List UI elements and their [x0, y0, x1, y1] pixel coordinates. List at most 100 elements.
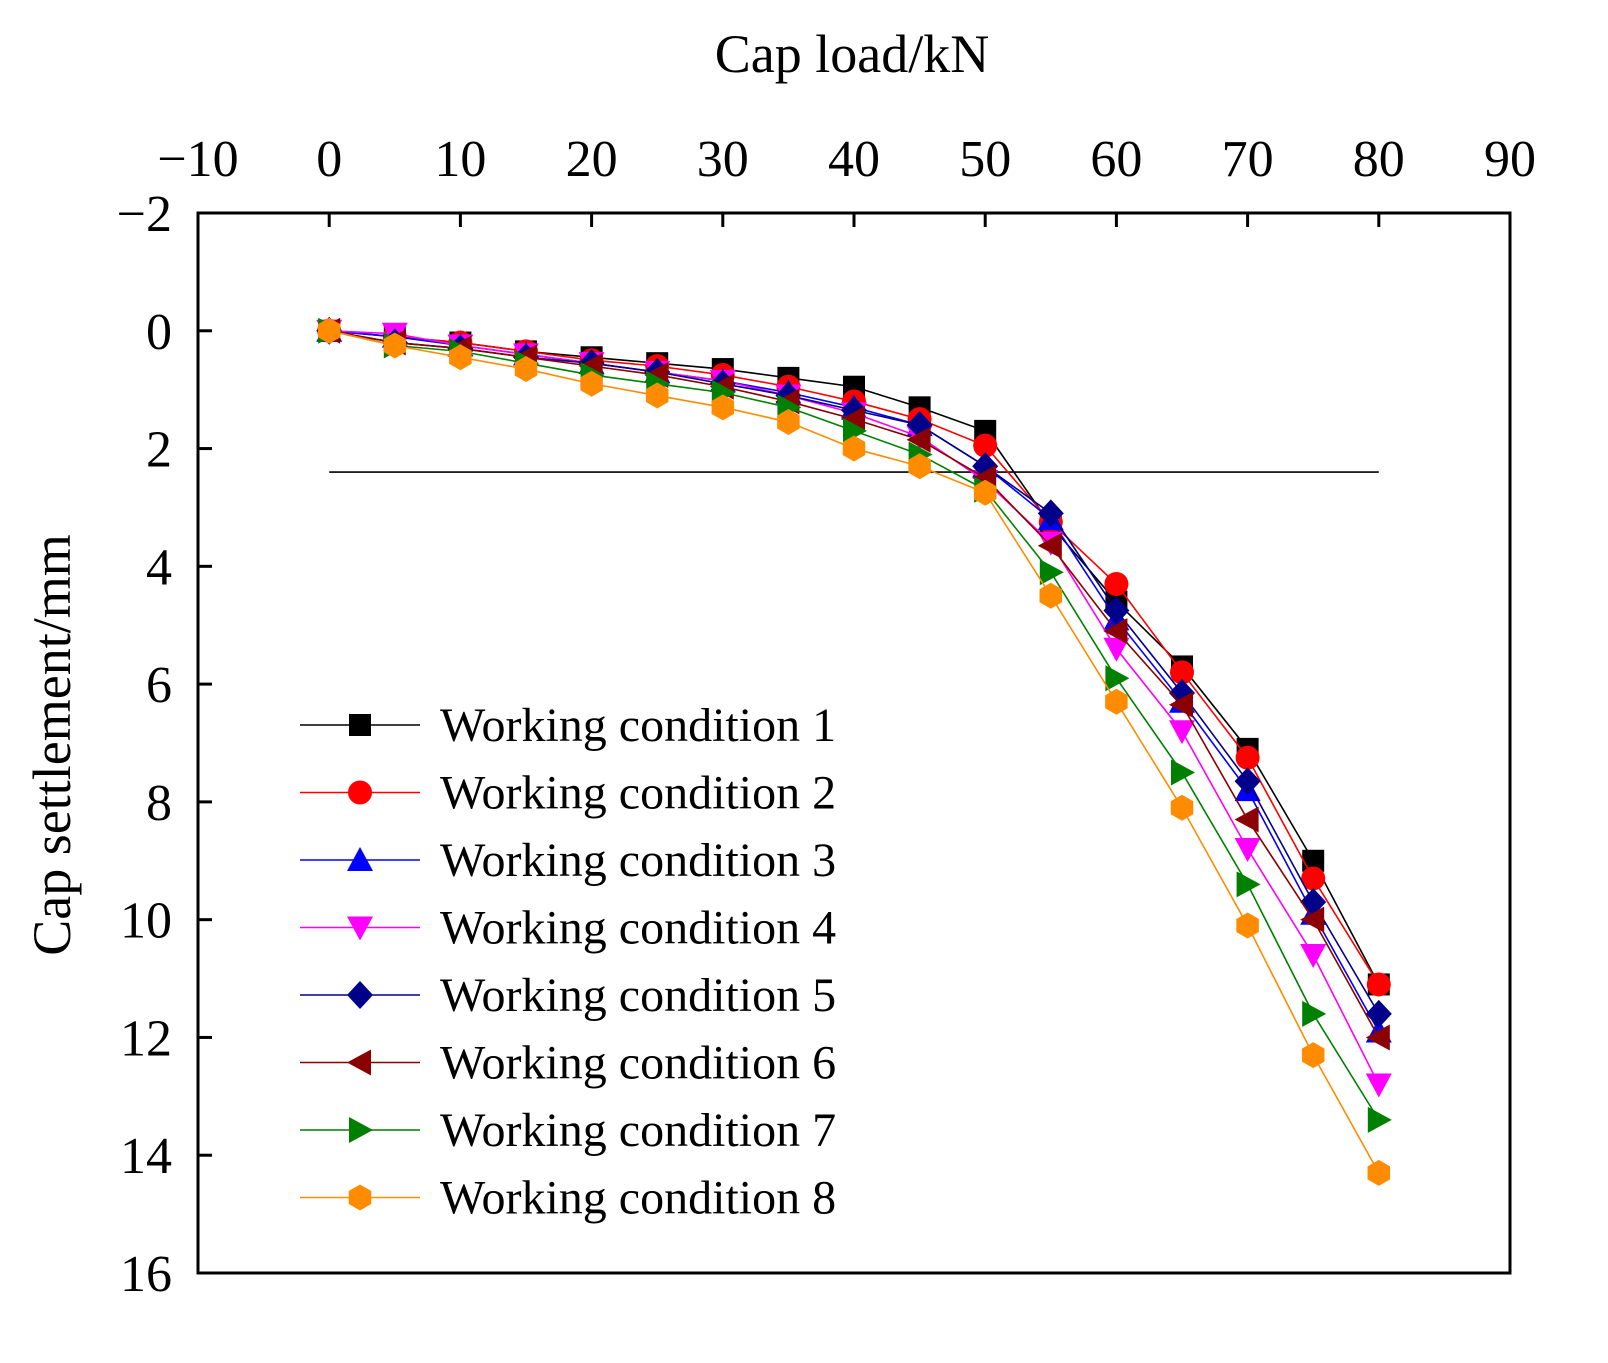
y-tick-label: 6	[146, 657, 172, 714]
data-point	[1103, 618, 1128, 645]
legend-item: Working condition 2	[300, 767, 836, 820]
legend-item: Working condition 8	[300, 1172, 836, 1225]
data-point	[1302, 849, 1325, 872]
legend-label: Working condition 8	[440, 1172, 836, 1225]
data-point	[1367, 1106, 1392, 1133]
data-point	[843, 417, 867, 444]
data-point	[1235, 745, 1260, 770]
legend-label: Working condition 5	[440, 969, 836, 1022]
data-point	[1301, 866, 1326, 891]
data-point	[645, 382, 669, 409]
x-tick-label: 20	[566, 131, 618, 188]
legend-item: Working condition 6	[300, 1037, 836, 1090]
y-tick-label: 8	[146, 775, 172, 832]
y-tick-label: 14	[120, 1128, 172, 1185]
x-axis-title: Cap load/kN	[715, 24, 989, 84]
legend-label: Working condition 4	[440, 902, 836, 955]
data-point	[1039, 582, 1063, 609]
legend-marker	[349, 714, 371, 736]
data-point	[1365, 1024, 1390, 1051]
legend-label: Working condition 7	[440, 1104, 836, 1157]
x-tick-label: −10	[157, 131, 238, 188]
data-point	[1171, 759, 1195, 786]
x-tick-label: 10	[434, 131, 486, 188]
y-tick-label: −2	[117, 186, 172, 243]
legend-item: Working condition 4	[300, 902, 836, 955]
data-point	[1039, 559, 1064, 586]
legend-item: Working condition 5	[300, 969, 836, 1022]
legend-label: Working condition 1	[440, 699, 836, 752]
y-tick-label: 0	[146, 304, 172, 361]
data-point	[1105, 665, 1130, 692]
data-point	[1103, 637, 1130, 662]
x-tick-label: 40	[828, 131, 880, 188]
legend-label: Working condition 3	[440, 834, 836, 887]
data-point	[1037, 499, 1064, 528]
data-point	[908, 453, 931, 480]
data-point	[1367, 1159, 1391, 1186]
x-tick-label: 30	[697, 131, 749, 188]
data-point	[1170, 660, 1194, 685]
x-tick-label: 70	[1222, 131, 1274, 188]
data-point	[777, 409, 800, 436]
legend-marker	[349, 1117, 373, 1143]
data-point	[842, 435, 866, 462]
data-point	[1037, 532, 1062, 559]
x-tick-label: 60	[1090, 131, 1142, 188]
data-point	[383, 332, 407, 359]
data-point	[1234, 806, 1259, 833]
legend-marker	[347, 916, 373, 941]
legend-marker	[348, 1184, 372, 1211]
data-point	[514, 356, 538, 383]
data-point	[711, 394, 735, 421]
legend: Working condition 1 Working condition 2 Wo…	[300, 699, 836, 1225]
x-tick-label: 0	[316, 131, 342, 188]
plot-area: −10 0 10 20 30 40 50 60 70 80 90 −2 0 2 4 6 8 10 12 14 16	[117, 131, 1536, 1303]
legend-item: Working condition 1	[300, 699, 836, 752]
data-point	[1170, 794, 1194, 821]
y-tick-label: 16	[120, 1246, 172, 1303]
legend-item: Working condition 7	[300, 1104, 836, 1157]
data-point	[1103, 596, 1130, 625]
data-point	[1236, 912, 1259, 939]
data-point	[1365, 1073, 1392, 1098]
series-8	[317, 317, 1391, 1186]
data-point	[1234, 767, 1261, 796]
data-point	[1301, 1042, 1325, 1069]
data-point	[449, 344, 472, 371]
legend-marker	[348, 780, 372, 805]
data-point	[1104, 572, 1129, 596]
data-point	[1105, 688, 1128, 715]
data-point	[906, 426, 931, 453]
data-point	[1300, 944, 1327, 968]
x-tick-label: 50	[959, 131, 1011, 188]
data-point	[1169, 720, 1195, 745]
legend-marker	[347, 847, 373, 871]
data-point	[1169, 691, 1193, 718]
data-point	[1366, 972, 1391, 997]
y-tick-label: 10	[120, 893, 172, 950]
data-point	[973, 433, 998, 458]
data-point	[1302, 1000, 1327, 1027]
data-point	[1236, 871, 1261, 898]
x-tick-label: 80	[1353, 131, 1405, 188]
legend-label: Working condition 6	[440, 1037, 836, 1090]
data-point	[1300, 906, 1325, 933]
y-tick-label: 12	[120, 1010, 172, 1067]
legend-item: Working condition 3	[300, 834, 836, 887]
x-tick-label: 90	[1484, 131, 1536, 188]
data-point	[317, 317, 341, 344]
legend-marker	[347, 1049, 371, 1076]
data-point	[580, 370, 603, 397]
y-axis-title: Cap settlement/mm	[22, 534, 82, 955]
data-point	[1365, 999, 1392, 1028]
data-point	[973, 479, 997, 506]
data-point	[841, 406, 865, 433]
legend-marker	[347, 981, 373, 1009]
y-tick-label: 4	[146, 539, 172, 596]
legend-label: Working condition 2	[440, 767, 836, 820]
data-point	[1234, 838, 1261, 862]
y-tick-label: 2	[146, 422, 172, 479]
